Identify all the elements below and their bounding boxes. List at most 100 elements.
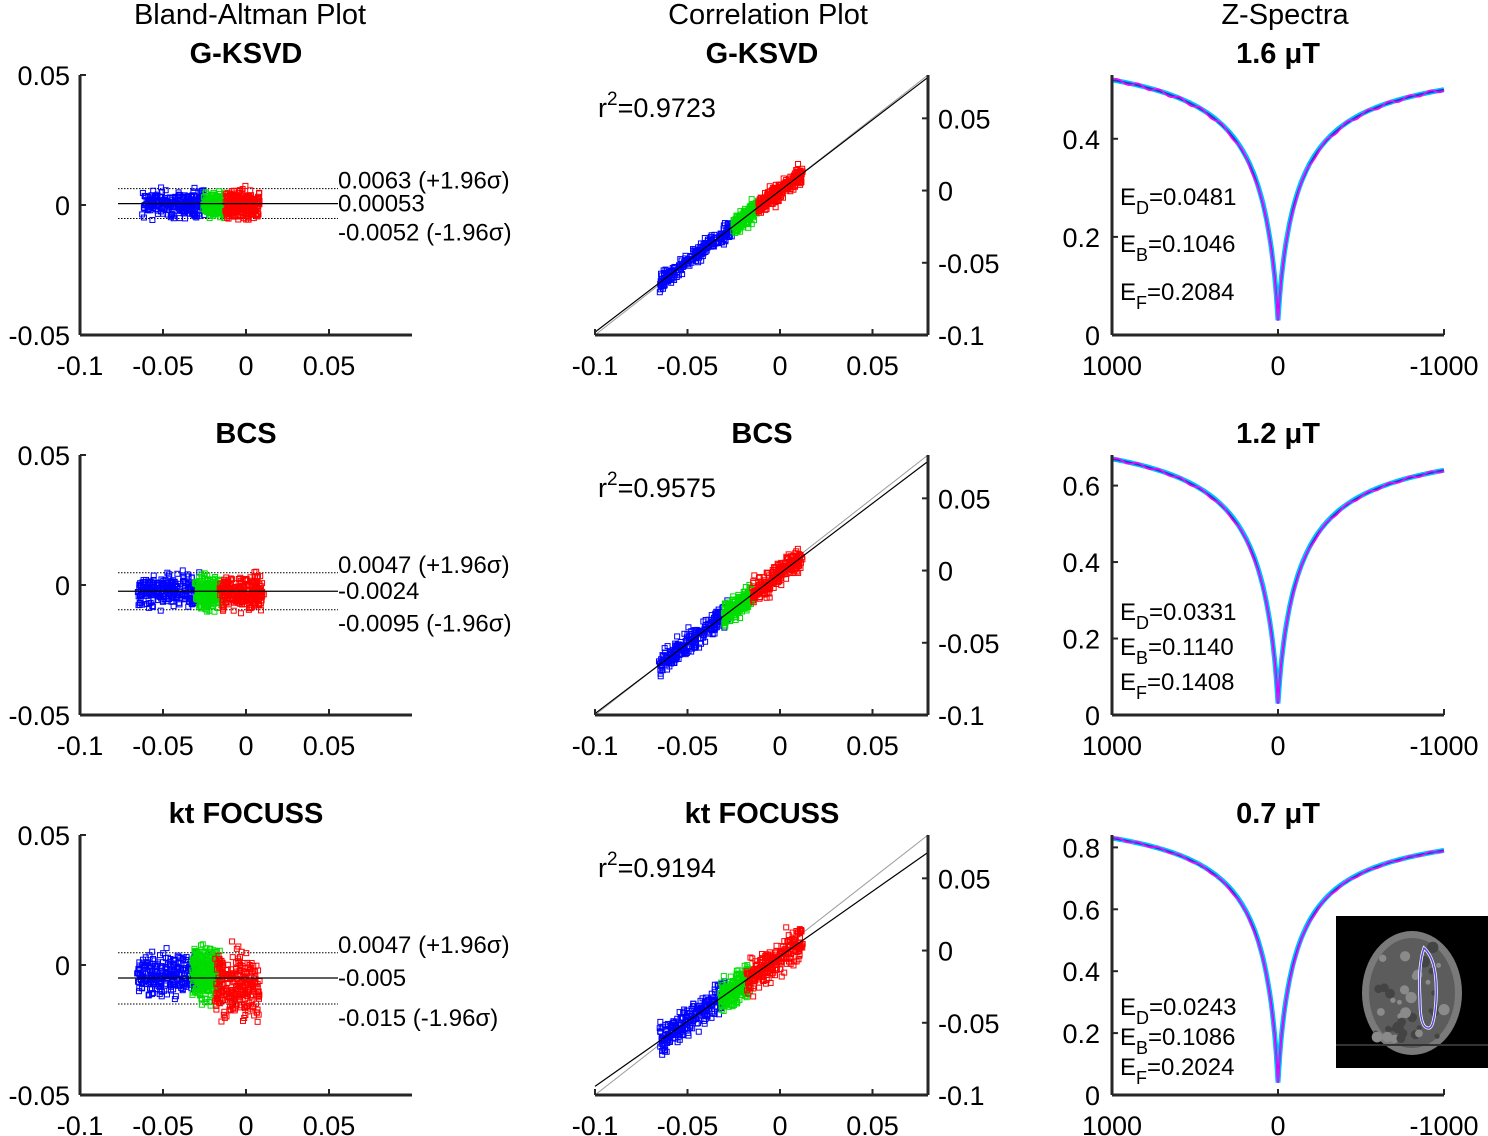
data-point xyxy=(158,981,165,988)
data-point xyxy=(670,1022,677,1029)
data-point xyxy=(183,980,190,987)
data-point xyxy=(709,631,716,638)
data-point xyxy=(796,950,803,957)
data-point xyxy=(179,567,186,574)
upper-loa-label: 0.0047 (+1.96σ) xyxy=(338,552,510,579)
data-point xyxy=(657,673,664,680)
r-squared-symbol: r xyxy=(598,93,607,123)
data-point xyxy=(236,195,243,202)
data-point xyxy=(257,587,264,594)
data-point xyxy=(203,590,210,597)
brain-texture xyxy=(1415,1029,1423,1038)
y-tick-label: 0 xyxy=(1085,701,1100,731)
data-point xyxy=(171,956,178,963)
data-point xyxy=(134,588,141,595)
x-tick-label: 0.05 xyxy=(303,1111,356,1136)
data-point xyxy=(720,997,727,1004)
data-point xyxy=(756,204,763,211)
data-point xyxy=(729,1003,736,1010)
data-point xyxy=(164,991,171,998)
data-point xyxy=(141,962,148,969)
x-tick-label: -1000 xyxy=(1409,351,1478,381)
r-squared-label: r2=0.9194 xyxy=(598,849,716,883)
data-point xyxy=(756,984,763,991)
r-squared-symbol: r xyxy=(598,473,607,503)
data-point xyxy=(136,962,143,969)
data-point xyxy=(197,986,204,993)
error-label: EF=0.2024 xyxy=(1120,1054,1234,1088)
data-point xyxy=(149,948,156,955)
data-point xyxy=(758,578,765,585)
x-tick-label: -0.05 xyxy=(657,351,719,381)
scatter-cluster-high xyxy=(212,938,263,1025)
x-tick-label: -0.1 xyxy=(572,1111,619,1136)
data-point xyxy=(224,207,231,214)
data-point xyxy=(162,187,169,194)
data-point xyxy=(145,587,152,594)
data-point xyxy=(245,581,252,588)
data-point xyxy=(691,1010,698,1017)
data-point xyxy=(176,601,183,608)
data-point xyxy=(684,1026,691,1033)
data-point xyxy=(206,945,213,952)
brain-texture xyxy=(1399,985,1410,995)
brain-texture xyxy=(1376,1008,1385,1016)
panel-title: G-KSVD xyxy=(706,38,819,70)
data-point xyxy=(221,1014,228,1021)
data-point xyxy=(781,559,788,566)
data-point xyxy=(685,1029,692,1036)
y-tick-label: 0.05 xyxy=(17,821,70,851)
data-point xyxy=(667,653,674,660)
panel-title: G-KSVD xyxy=(190,38,303,70)
data-point xyxy=(182,587,189,594)
data-point xyxy=(714,239,721,246)
data-point xyxy=(204,608,211,615)
brain-texture xyxy=(1382,1032,1390,1040)
data-point xyxy=(752,592,759,599)
data-point xyxy=(171,586,178,593)
data-point xyxy=(777,966,784,973)
data-point xyxy=(799,165,806,172)
data-point xyxy=(213,966,220,973)
data-point xyxy=(727,973,734,980)
data-point xyxy=(254,1018,261,1025)
data-point xyxy=(792,943,799,950)
data-point xyxy=(191,184,198,191)
data-point xyxy=(677,1015,684,1022)
data-point xyxy=(243,980,250,987)
data-point xyxy=(656,289,663,296)
data-point xyxy=(143,193,150,200)
data-point xyxy=(250,587,257,594)
r-squared-value: =0.9723 xyxy=(618,93,716,123)
data-point xyxy=(732,993,739,1000)
panel-title: BCS xyxy=(215,418,276,450)
data-point xyxy=(237,610,244,617)
data-point xyxy=(679,271,686,278)
data-point xyxy=(702,1015,709,1022)
data-point xyxy=(748,221,755,228)
data-point xyxy=(672,640,679,647)
y-tick-label: -0.05 xyxy=(8,321,70,351)
data-point xyxy=(217,1000,224,1007)
data-point xyxy=(760,976,767,983)
data-point xyxy=(241,1003,248,1010)
data-point xyxy=(154,597,161,604)
error-value: =0.1140 xyxy=(1148,634,1234,661)
y-tick-label: 0 xyxy=(1085,321,1100,351)
x-tick-label: 1000 xyxy=(1082,351,1142,381)
brain-texture xyxy=(1400,1007,1411,1019)
data-point xyxy=(746,985,753,992)
data-point xyxy=(768,971,775,978)
x-tick-label: 0 xyxy=(772,731,787,761)
data-point xyxy=(230,607,237,614)
data-point xyxy=(664,1035,671,1042)
data-point xyxy=(188,574,195,581)
data-point xyxy=(676,651,683,658)
brain-texture xyxy=(1396,1033,1406,1043)
data-point xyxy=(778,559,785,566)
data-point xyxy=(721,220,728,227)
data-point xyxy=(740,604,747,611)
data-point xyxy=(145,991,152,998)
data-point xyxy=(175,201,182,208)
